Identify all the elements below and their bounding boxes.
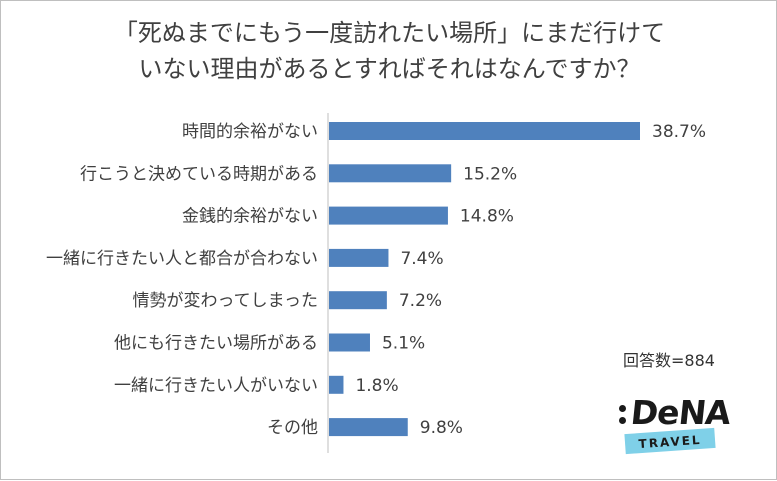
logo-word: DeNA bbox=[628, 393, 732, 432]
value-label: 38.7% bbox=[652, 122, 706, 142]
dena-travel-logo: DeNA TRAVEL bbox=[615, 393, 732, 461]
bar bbox=[329, 206, 448, 225]
bar bbox=[329, 248, 389, 267]
category-label: 行こうと決めている時期がある bbox=[80, 164, 318, 184]
category-label: 情勢が変わってしまった bbox=[133, 291, 318, 311]
category-label: 時間的余裕がない bbox=[182, 122, 318, 142]
category-label: 一緒に行きたい人と都合が合わない bbox=[46, 249, 318, 269]
category-label: 金銭的余裕がない bbox=[182, 207, 318, 227]
bar bbox=[329, 164, 452, 183]
bar bbox=[329, 418, 408, 437]
category-label: 他にも行きたい場所がある bbox=[114, 334, 318, 354]
chart-title-line-1: 「死ぬまでにもう一度訪れたい場所」にまだ行けて bbox=[113, 19, 666, 47]
logo-dots-icon bbox=[619, 401, 627, 427]
category-label: 一緒に行きたい人がいない bbox=[114, 376, 318, 396]
bar bbox=[329, 375, 344, 394]
value-label: 1.8% bbox=[355, 376, 398, 396]
bar bbox=[329, 291, 387, 310]
chart-title: 「死ぬまでにもう一度訪れたい場所」にまだ行けて いない理由があるとすればそれはな… bbox=[1, 15, 777, 87]
value-label: 7.4% bbox=[400, 249, 443, 269]
value-label: 15.2% bbox=[463, 164, 517, 184]
bar bbox=[329, 333, 370, 352]
logo-band-text: TRAVEL bbox=[638, 432, 702, 452]
chart-title-line-2: いない理由があるとすればそれはなんですか？ bbox=[138, 55, 641, 83]
category-label: その他 bbox=[267, 418, 318, 438]
value-label: 14.8% bbox=[460, 207, 514, 227]
sample-size-note: 回答数=884 bbox=[623, 351, 715, 370]
value-label: 5.1% bbox=[382, 334, 425, 354]
value-label: 7.2% bbox=[399, 291, 442, 311]
bar bbox=[329, 122, 640, 140]
value-label: 9.8% bbox=[420, 418, 463, 438]
